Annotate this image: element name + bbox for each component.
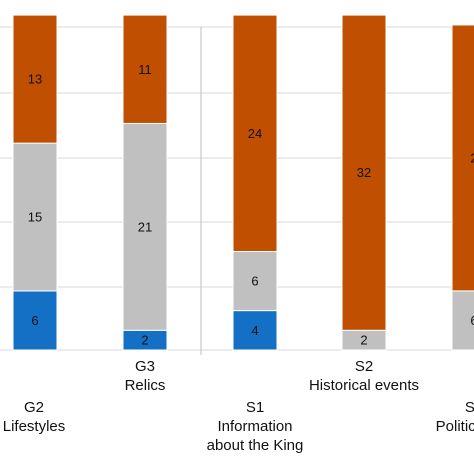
bar-segment-4-2 (451, 24, 474, 292)
bar-segment-0-0 (12, 290, 58, 351)
segment-value-label: 6 (470, 313, 474, 328)
bar-segment-2-2 (232, 14, 278, 252)
category-label: Politics and (436, 418, 474, 435)
segment-value-label: 6 (251, 274, 258, 289)
category-labels: G2 Lifestyles G3 Relics S1 Information about t… (3, 358, 474, 454)
segment-labels: 6151322111462423262 (28, 62, 474, 348)
segment-value-label: 21 (138, 219, 152, 234)
category-label: S1 (246, 399, 264, 416)
category-label: Lifestyles (3, 418, 66, 435)
bars (12, 14, 474, 351)
bar-segment-0-1 (12, 142, 58, 292)
category-label: G2 (24, 399, 44, 416)
category-label: Relics (125, 377, 166, 394)
category-label: about the King (207, 437, 304, 454)
segment-value-label: 32 (357, 165, 371, 180)
bar-segment-1-1 (122, 122, 168, 331)
bar-segment-0-2 (12, 14, 58, 144)
segment-value-label: 2 (470, 150, 474, 165)
segment-value-label: 24 (248, 126, 262, 141)
bar-segment-2-0 (232, 310, 278, 351)
segment-value-label: 4 (251, 323, 258, 338)
category-label: G3 (135, 358, 155, 375)
category-label: Historical events (309, 377, 419, 394)
bar-segment-1-2 (122, 14, 168, 124)
category-label: S2 (355, 358, 373, 375)
segment-value-label: 2 (360, 333, 367, 348)
bar-segment-2-1 (232, 251, 278, 312)
bar-segment-3-2 (341, 14, 387, 331)
segment-value-label: 6 (31, 313, 38, 328)
category-label: Information (217, 418, 292, 435)
category-label: S3 (465, 399, 474, 416)
bar-segment-4-1 (451, 290, 474, 351)
segment-value-label: 2 (141, 333, 148, 348)
segment-value-label: 13 (28, 72, 42, 87)
segment-value-label: 15 (28, 210, 42, 225)
segment-value-label: 11 (138, 62, 152, 77)
